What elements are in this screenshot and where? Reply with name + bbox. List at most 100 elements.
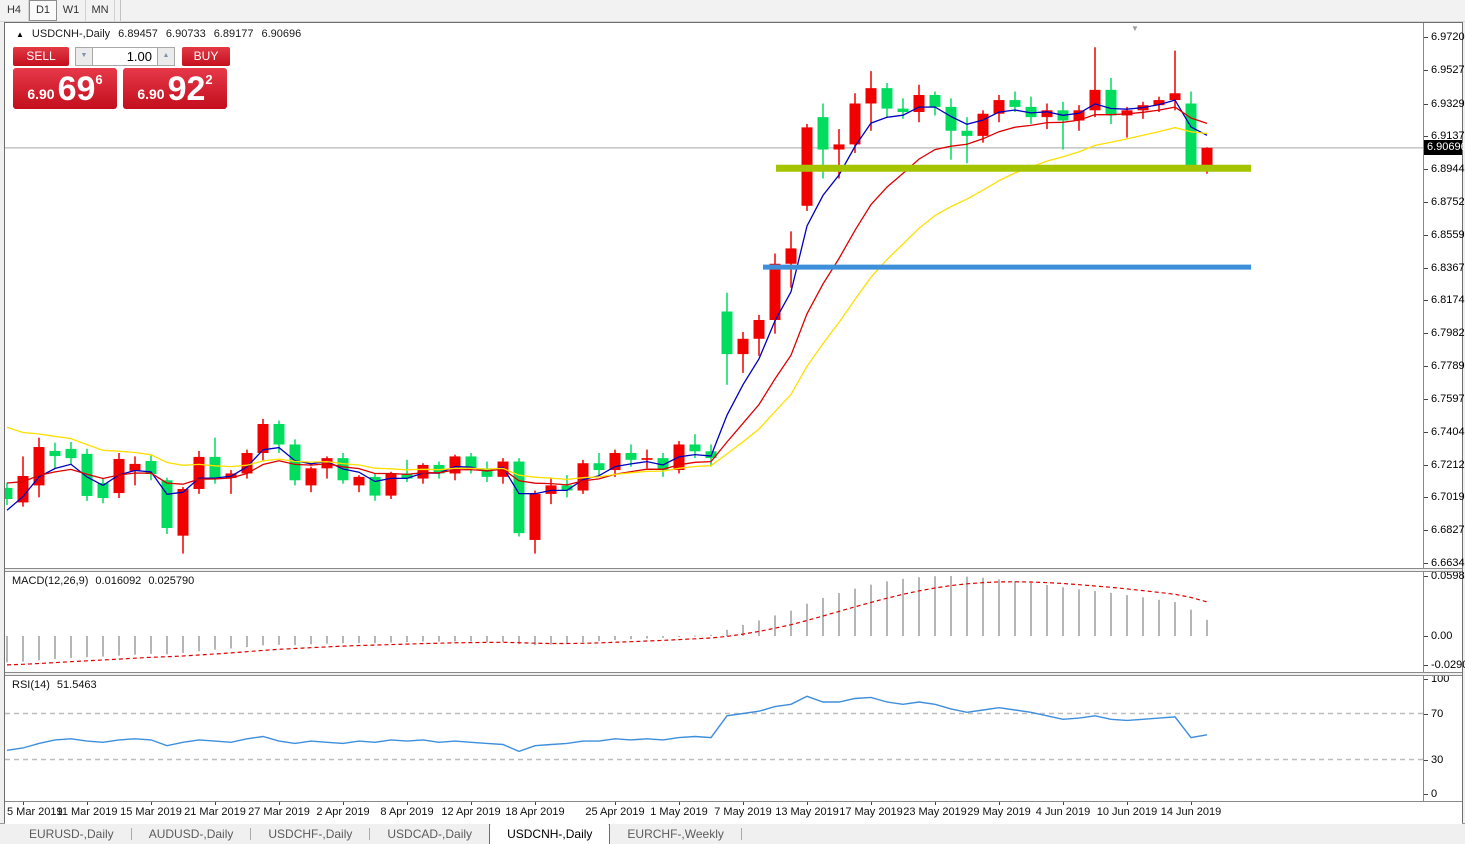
candle	[145, 461, 157, 474]
price-chart[interactable]	[5, 23, 1423, 568]
macd-bar	[854, 588, 856, 636]
macd-bar	[534, 636, 536, 646]
price-axis-tick	[1424, 497, 1428, 499]
tab-separator	[369, 828, 371, 840]
macd-bar	[566, 636, 568, 644]
candle	[721, 311, 733, 355]
macd-bar	[694, 635, 696, 637]
price-axis-label: 6.79820	[1431, 327, 1465, 340]
sell-button[interactable]: SELL	[13, 47, 69, 66]
collapse-panel-icon[interactable]: ▲	[16, 29, 24, 39]
sell-price-point: 6	[95, 72, 103, 87]
date-label: 10 Jun 2019	[1096, 806, 1158, 818]
rsi-pane[interactable]	[5, 676, 1423, 801]
candle	[353, 476, 365, 486]
macd-name: MACD(12,26,9)	[12, 575, 89, 587]
pane-divider[interactable]	[5, 672, 1462, 676]
date-label: 23 May 2019	[903, 806, 967, 818]
macd-bar	[646, 636, 648, 639]
candle	[401, 473, 413, 479]
volume-decrease-button[interactable]: ▼	[75, 47, 93, 66]
date-label: 17 May 2019	[839, 806, 903, 818]
toolbar-separator	[120, 0, 121, 21]
candle	[513, 461, 525, 534]
macd-bar	[678, 636, 680, 637]
timeframe-d1[interactable]: D1	[29, 0, 57, 21]
macd-axis-tick	[1424, 636, 1428, 637]
ma-mid	[6, 106, 1208, 486]
macd-bar	[886, 581, 888, 636]
candle	[417, 464, 429, 479]
date-label: 13 May 2019	[775, 806, 839, 818]
volume-increase-button[interactable]: ▲	[157, 47, 175, 66]
candle	[17, 476, 29, 503]
candle	[1089, 89, 1101, 111]
candle	[561, 485, 573, 491]
rsi-name: RSI(14)	[12, 679, 50, 691]
candle	[1041, 110, 1053, 118]
candle	[481, 468, 493, 477]
macd-bar	[598, 636, 600, 642]
candle	[865, 88, 877, 104]
rsi-axis-label: 100	[1431, 673, 1450, 685]
candle	[1201, 147, 1213, 169]
macd-axis-tick	[1424, 665, 1428, 667]
macd-bar	[1030, 582, 1032, 636]
rsi-axis-label: 0	[1431, 788, 1438, 800]
pane-divider[interactable]	[5, 568, 1462, 572]
price-axis-label: 6.68270	[1431, 524, 1465, 537]
symbol-tab-audusd[interactable]: AUDUSD-,Daily	[148, 827, 234, 841]
date-tick	[999, 802, 1000, 805]
candle	[993, 100, 1005, 114]
macd-bar	[422, 636, 424, 642]
macd-bar	[838, 593, 840, 636]
volume-input[interactable]	[93, 47, 157, 66]
candle	[49, 450, 61, 457]
candle	[273, 424, 285, 445]
price-axis-tick	[1424, 267, 1428, 269]
date-label: 7 May 2019	[714, 806, 772, 818]
rsi-axis-tick	[1424, 794, 1428, 795]
price-axis[interactable]: 6.90696 6.97200 6.95275 6.93295 6.91370 6.89…	[1423, 23, 1465, 801]
macd-pane[interactable]	[5, 572, 1423, 672]
buy-price-button[interactable]: 6.90 92 2	[123, 68, 227, 109]
buy-button[interactable]: BUY	[182, 47, 230, 66]
timeframe-toolbar: H4 D1 W1 MN	[0, 0, 1465, 22]
rsi-axis-tick	[1424, 759, 1428, 761]
sell-price-button[interactable]: 6.90 69 6	[13, 68, 117, 109]
candle	[769, 263, 781, 321]
price-axis-label: 6.75970	[1431, 392, 1465, 405]
ma-fast	[6, 99, 1208, 511]
candle	[161, 480, 173, 529]
price-axis-tick	[1424, 103, 1428, 105]
rsi-line	[6, 695, 1208, 753]
chart-header: ▲ USDCNH-,Daily 6.89457 6.90733 6.89177 …	[16, 28, 301, 40]
symbol-tab-usdchf[interactable]: USDCHF-,Daily	[268, 827, 353, 841]
candle	[305, 468, 317, 486]
candle	[961, 130, 973, 136]
timeframe-h4[interactable]: H4	[0, 0, 29, 21]
candle	[289, 444, 301, 481]
price-axis-tick	[1424, 169, 1428, 171]
macd-bar	[310, 636, 312, 645]
candle	[641, 458, 653, 460]
candle	[97, 483, 109, 499]
timeframe-mn[interactable]: MN	[86, 0, 115, 21]
scroll-to-end-icon[interactable]: ▼	[1131, 24, 1139, 33]
rsi-axis-tick	[1424, 679, 1428, 680]
macd-axis-label: -0.029049	[1431, 659, 1465, 672]
symbol-tab-usdcad[interactable]: USDCAD-,Daily	[387, 827, 473, 841]
symbol-tab-eurchf[interactable]: EURCHF-,Weekly	[627, 827, 724, 841]
date-label: 4 Jun 2019	[1035, 806, 1091, 818]
symbol-tab-usdcnh[interactable]: USDCNH-,Daily	[489, 823, 611, 844]
macd-bar	[518, 636, 520, 645]
macd-bar	[454, 636, 456, 642]
price-axis-label: 6.95275	[1431, 63, 1465, 76]
macd-bar	[774, 615, 776, 636]
candle	[1073, 110, 1085, 121]
macd-bar	[806, 603, 808, 636]
timeframe-w1[interactable]: W1	[57, 0, 86, 21]
symbol-tab-eurusd[interactable]: EURUSD-,Daily	[29, 827, 114, 841]
time-axis[interactable]: 5 Mar 2019 11 Mar 2019 15 Mar 2019 21 Mar 2…	[5, 801, 1462, 824]
chart-window: 6.90696 6.972006.952756.932956.913706.89…	[4, 22, 1465, 824]
